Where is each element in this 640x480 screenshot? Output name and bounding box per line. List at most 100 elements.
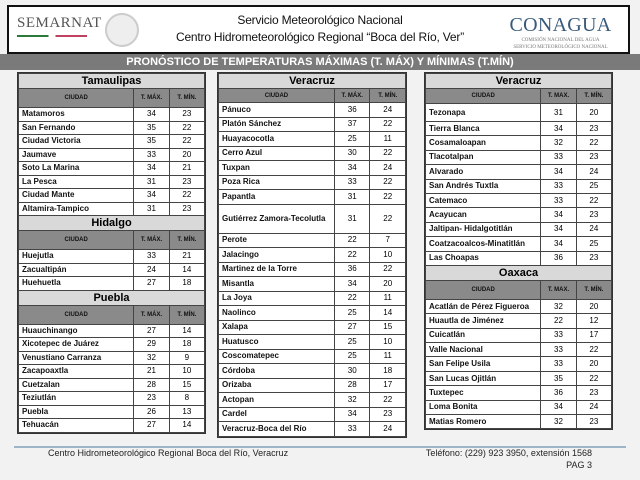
- table-row: Misantla 34 20: [218, 276, 406, 292]
- t-min-value: 23: [168, 107, 206, 122]
- state-title-row: Oaxaca: [425, 264, 612, 281]
- t-max-value: 30: [333, 363, 371, 379]
- t-min-value: 23: [575, 414, 613, 430]
- table-row: Tuxtepec 36 23: [424, 385, 613, 401]
- t-max-value: 25: [333, 334, 371, 350]
- state-title-row: Hidalgo: [18, 215, 205, 231]
- column-right: Veracruz CIUDAD T. MAX. T. MÍN. Tezonapa 31 20…: [424, 72, 613, 431]
- city-name: Tuxtepec: [424, 385, 542, 401]
- forecast-banner: PRONÓSTICO DE TEMPERATURAS MÁXIMAS (T. M…: [0, 54, 640, 70]
- city-name: Veracruz-Boca del Río: [218, 421, 335, 437]
- table-row: Catemaco 33 22: [424, 192, 613, 209]
- t-min-value: 12: [575, 313, 613, 329]
- t-min-value: 20: [168, 147, 206, 162]
- city-name: Huautla de Jiménez: [424, 313, 542, 329]
- t-min-value: 17: [575, 327, 613, 344]
- table-row: Córdoba 30 18: [218, 363, 406, 379]
- t-min-value: 25: [575, 178, 613, 194]
- table-row: Tierra Blanca 34 23: [424, 120, 613, 137]
- t-max-value: 34: [540, 207, 577, 223]
- t-max-value: 34: [133, 188, 170, 203]
- city-name: Jaltipan- Hidalgotitlán: [424, 221, 542, 238]
- city-name: Ciudad Victoria: [17, 134, 135, 149]
- table-row: Loma Bonita 34 24: [424, 399, 613, 416]
- t-max-value: 31: [333, 203, 371, 234]
- header-t-min: T. MÍN.: [575, 88, 613, 104]
- t-max-value: 34: [333, 406, 371, 422]
- t-max-value: 32: [540, 414, 577, 430]
- table-row: Martinez de la Torre 36 22: [218, 261, 406, 277]
- t-min-value: 13: [168, 404, 206, 419]
- conagua-logo-text: CONAGUA: [509, 14, 612, 36]
- city-name: Matias Romero: [424, 414, 542, 430]
- city-name: Cerro Azul: [218, 145, 335, 161]
- city-name: San Lucas Ojitlán: [424, 370, 542, 387]
- city-name: Huauchinango: [17, 323, 135, 338]
- t-min-value: 8: [168, 391, 206, 406]
- state-title-row: Tamaulipas: [18, 73, 205, 89]
- table-row: Coscomatepec 25 11: [218, 348, 406, 364]
- city-name: La Joya: [218, 290, 335, 306]
- column-middle: Veracruz CIUDAD T. MÁX. T. MÍN. Pánuco 36 24 Pl…: [217, 72, 407, 438]
- t-max-value: 32: [540, 135, 577, 151]
- t-min-value: 22: [575, 342, 613, 358]
- city-name: Cuicatlán: [424, 327, 542, 344]
- header-t-min: T. MÍN.: [168, 88, 206, 108]
- table-row: Orizaba 28 17: [218, 377, 406, 393]
- city-name: Misantla: [218, 276, 335, 292]
- t-max-value: 23: [133, 391, 170, 406]
- city-name: Ciudad Mante: [17, 188, 135, 203]
- page-header: SEMARNAT Servicio Meteorológico Nacional…: [7, 5, 630, 54]
- city-name: Las Choapas: [424, 250, 542, 266]
- t-max-value: 34: [540, 221, 577, 238]
- temperature-table: Tamaulipas CIUDAD T. MÁX. T. MÍN. Matamoros 3…: [17, 73, 206, 433]
- t-min-value: 25: [575, 236, 613, 252]
- t-min-value: 20: [575, 356, 613, 372]
- city-name: Tlacotalpan: [424, 149, 542, 166]
- semarnat-logo: SEMARNAT: [17, 15, 102, 37]
- table-row: Zacualtipán 24 14: [17, 262, 206, 277]
- t-max-value: 31: [540, 103, 577, 122]
- t-max-value: 30: [333, 145, 371, 161]
- table-row: Teziutlán 23 8: [17, 391, 206, 406]
- table-row: Poza Rica 33 22: [218, 174, 406, 190]
- city-name: Acatlán de Pérez Figueroa: [424, 298, 542, 315]
- t-max-value: 22: [333, 232, 371, 248]
- table-row: Tehuacán 27 14: [17, 418, 206, 433]
- t-min-value: 11: [369, 290, 406, 306]
- city-name: San Felipe Usila: [424, 356, 542, 372]
- t-min-value: 23: [575, 207, 613, 223]
- conagua-logo: CONAGUA COMISIÓN NACIONAL DEL AGUA SERVI…: [503, 13, 618, 51]
- column-header-row: CIUDAD T. MÁX. T. MÍN.: [17, 230, 206, 250]
- city-name: Jaumave: [17, 147, 135, 162]
- city-name: Acayucan: [424, 207, 542, 223]
- city-name: Catemaco: [424, 192, 542, 209]
- table-row: Xalapa 27 15: [218, 319, 406, 335]
- state-title: Oaxaca: [425, 264, 612, 281]
- t-min-value: 22: [168, 120, 206, 135]
- table-row: San Fernando 35 22: [17, 120, 206, 135]
- header-ciudad: CIUDAD: [218, 88, 335, 103]
- table-row: Venustiano Carranza 32 9: [17, 350, 206, 365]
- t-min-value: 21: [168, 249, 206, 264]
- table-row: Ciudad Mante 34 22: [17, 188, 206, 203]
- t-min-value: 24: [575, 221, 613, 238]
- table-row: Perote 22 7: [218, 232, 406, 248]
- city-name: San Andrés Tuxtla: [424, 178, 542, 194]
- t-min-value: 11: [369, 348, 406, 364]
- state-title-row: Puebla: [18, 289, 205, 306]
- city-name: Gutiérrez Zamora-Tecolutla: [218, 203, 335, 234]
- t-max-value: 22: [333, 290, 371, 306]
- state-title: Tamaulipas: [18, 73, 205, 89]
- state-title: Veracruz: [425, 73, 612, 89]
- t-max-value: 33: [133, 249, 170, 264]
- city-name: Tierra Blanca: [424, 120, 542, 137]
- t-max-value: 34: [540, 399, 577, 416]
- t-max-value: 28: [133, 377, 170, 392]
- table-row: Platón Sánchez 37 22: [218, 116, 406, 132]
- city-name: Xalapa: [218, 319, 335, 335]
- city-name: Papantla: [218, 189, 335, 205]
- table-row: Valle Nacional 33 22: [424, 342, 613, 358]
- table-row: Jalacingo 22 10: [218, 247, 406, 263]
- t-min-value: 20: [369, 276, 406, 292]
